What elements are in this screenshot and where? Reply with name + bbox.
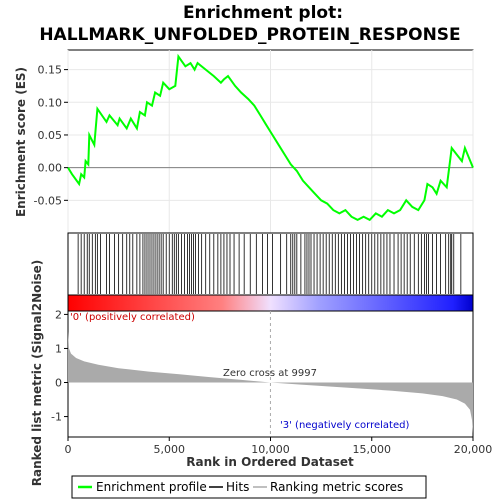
es-y-ticks: -0.05 0.00 0.05 0.10 0.15 xyxy=(34,64,68,207)
metric-y-tick-label: 0 xyxy=(55,377,62,390)
x-tick-label: 10,000 xyxy=(251,443,290,456)
enrichment-profile-line xyxy=(67,53,474,222)
es-y-tick-label: -0.05 xyxy=(34,194,62,207)
es-y-tick-label: 0.15 xyxy=(38,64,63,77)
legend-enrichment-label: Enrichment profile xyxy=(96,480,207,494)
x-tick-label: 15,000 xyxy=(353,443,392,456)
ranked-metric-area xyxy=(68,331,473,434)
ranking-color-bar xyxy=(67,294,474,312)
x-axis-label: Rank in Ordered Dataset xyxy=(186,455,354,469)
x-tick-label: 5,000 xyxy=(154,443,186,456)
zero-cross-label: Zero cross at 9997 xyxy=(223,368,317,379)
hit-marks xyxy=(77,234,462,294)
metric-y-ticks: -1 0 1 2 xyxy=(51,308,68,424)
metric-y-tick-label: 1 xyxy=(55,342,62,355)
x-ticks: 0 5,000 10,000 15,000 20,000 xyxy=(65,437,493,456)
hits-panel-frame xyxy=(67,232,474,296)
negative-correlation-label: '3' (negatively correlated) xyxy=(280,420,409,431)
metric-y-tick-label: -1 xyxy=(51,411,62,424)
es-y-axis-label: Enrichment score (ES) xyxy=(14,67,28,217)
metric-y-axis-label: Ranked list metric (Signal2Noise) xyxy=(30,260,44,487)
positive-correlation-label: '0' (positively correlated) xyxy=(70,312,195,323)
legend-ranking-label: Ranking metric scores xyxy=(270,480,403,494)
metric-y-tick-label: 2 xyxy=(55,308,62,321)
x-tick-label: 20,000 xyxy=(454,443,493,456)
es-y-tick-label: 0.05 xyxy=(38,129,63,142)
chart-title-line1: Enrichment plot: xyxy=(183,3,343,23)
chart-title-line2: HALLMARK_UNFOLDED_PROTEIN_RESPONSE xyxy=(39,25,460,45)
es-y-tick-label: 0.10 xyxy=(38,96,63,109)
es-y-tick-label: 0.00 xyxy=(38,162,63,175)
legend-box xyxy=(71,475,427,499)
x-tick-label: 0 xyxy=(65,443,72,456)
legend-hits-label: Hits xyxy=(226,480,249,494)
